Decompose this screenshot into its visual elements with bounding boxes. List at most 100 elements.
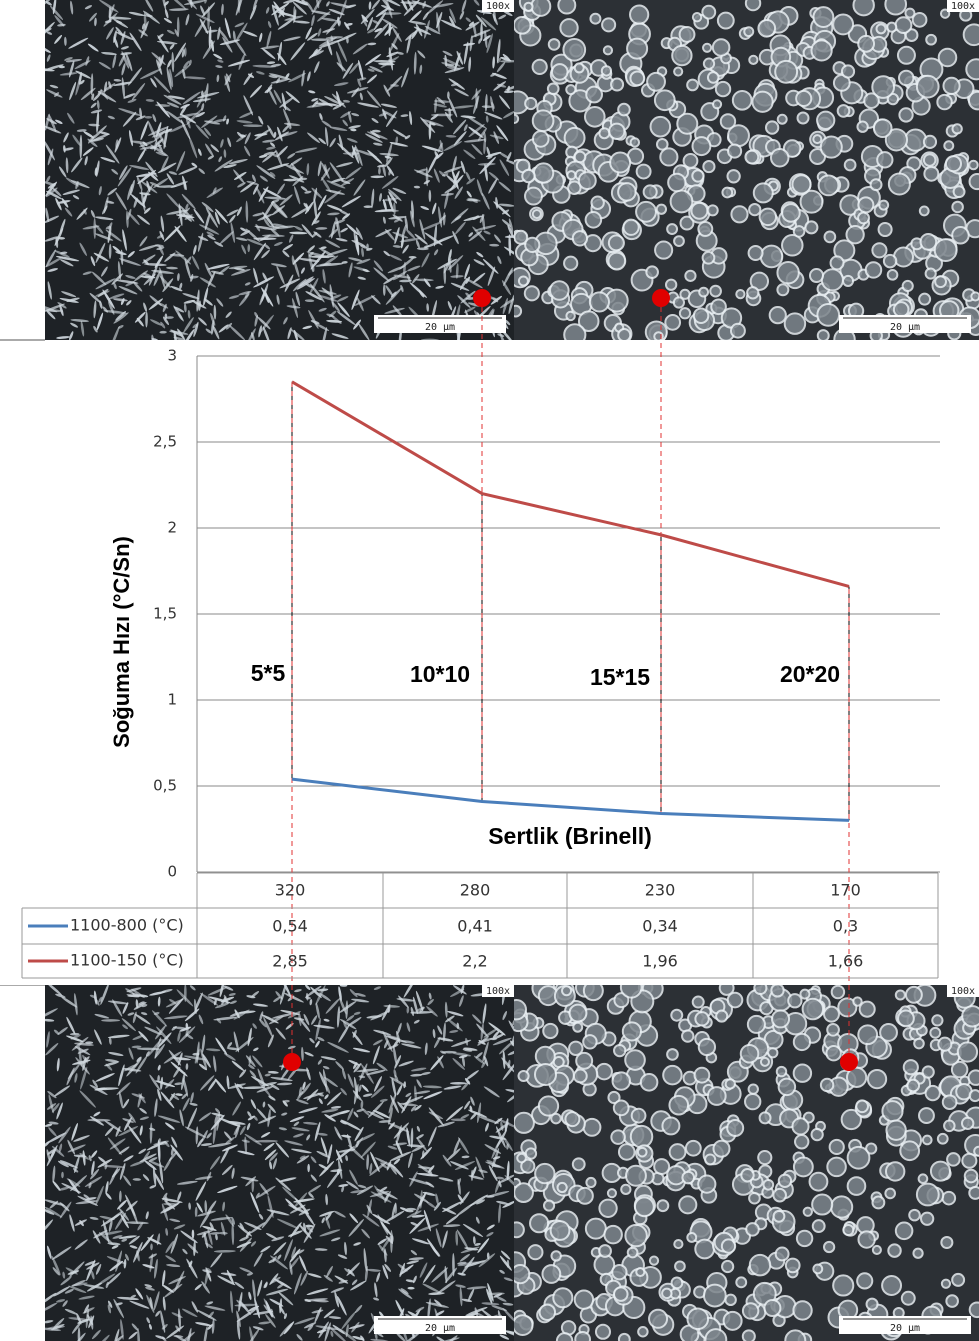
grain xyxy=(947,1153,960,1166)
grain xyxy=(621,1185,630,1194)
grain xyxy=(674,297,684,307)
grain xyxy=(941,1237,952,1248)
grain xyxy=(817,112,834,129)
grain xyxy=(551,1221,570,1240)
grain xyxy=(926,35,936,45)
grain xyxy=(679,1196,696,1213)
grain xyxy=(896,17,912,33)
grain xyxy=(680,308,690,318)
grain xyxy=(969,161,978,170)
grain xyxy=(954,186,965,197)
grain xyxy=(539,1096,558,1115)
grain xyxy=(657,139,668,150)
grain xyxy=(818,330,829,341)
grain xyxy=(599,128,609,138)
grain xyxy=(577,1188,593,1204)
grain xyxy=(872,243,886,257)
grain xyxy=(657,205,666,214)
grain xyxy=(662,1289,671,1298)
grain xyxy=(631,138,639,146)
grain xyxy=(920,207,929,216)
grain xyxy=(646,266,658,278)
grain xyxy=(946,1295,958,1307)
grain xyxy=(970,1302,979,1317)
grain xyxy=(687,1233,696,1242)
grain xyxy=(628,1248,638,1258)
grain xyxy=(917,1184,939,1206)
grain xyxy=(722,188,732,198)
grain xyxy=(935,239,957,261)
grain xyxy=(575,1290,593,1308)
grain xyxy=(736,1277,746,1287)
grain xyxy=(776,1248,789,1261)
scale-label: 20 µm xyxy=(890,1323,920,1334)
grain xyxy=(813,135,821,143)
grain xyxy=(611,1130,625,1144)
grain xyxy=(782,204,800,222)
grain xyxy=(614,1287,628,1301)
grain xyxy=(904,1060,918,1074)
grain xyxy=(590,292,609,311)
grain xyxy=(586,1219,606,1239)
grain xyxy=(623,1022,641,1040)
grain xyxy=(514,17,531,34)
grain xyxy=(817,304,839,326)
grain xyxy=(609,235,624,250)
annotation: 5*5 xyxy=(251,660,286,686)
grain xyxy=(669,1096,688,1115)
grain xyxy=(604,46,612,54)
grain xyxy=(685,271,695,281)
grain xyxy=(819,175,839,195)
table-value: 0,54 xyxy=(272,917,308,936)
grain xyxy=(609,124,624,139)
grain xyxy=(858,1231,874,1247)
grain xyxy=(704,59,714,69)
grain xyxy=(856,1100,868,1112)
grain xyxy=(566,312,574,320)
grain xyxy=(670,1144,686,1160)
grain xyxy=(889,173,910,194)
grain xyxy=(913,1249,922,1258)
grain xyxy=(813,1220,825,1232)
grain xyxy=(924,136,936,148)
grain xyxy=(879,223,892,236)
y-tick-label: 0,5 xyxy=(153,777,177,795)
grain xyxy=(770,307,786,323)
grain xyxy=(974,1147,979,1156)
grain xyxy=(638,1327,647,1336)
grain xyxy=(792,1118,808,1134)
grain xyxy=(682,1030,693,1041)
marker-dot xyxy=(840,1053,858,1071)
marker-dot xyxy=(473,289,491,307)
grain xyxy=(877,24,886,33)
grain xyxy=(966,59,979,79)
grain xyxy=(857,122,867,132)
grain xyxy=(699,1039,715,1055)
grain xyxy=(519,276,528,285)
grain xyxy=(674,236,684,246)
table-value: 0,3 xyxy=(833,917,858,936)
grain xyxy=(557,1333,572,1341)
grain xyxy=(667,224,677,234)
grain xyxy=(680,27,695,42)
grain xyxy=(636,1268,644,1276)
grain xyxy=(917,76,939,98)
grain xyxy=(924,167,938,181)
grain xyxy=(583,1035,596,1048)
grain xyxy=(733,91,752,110)
grain xyxy=(667,1049,678,1060)
grain xyxy=(708,205,718,215)
x-axis-label: Sertlik (Brinell) xyxy=(488,823,652,849)
grain xyxy=(519,1071,529,1081)
grain xyxy=(857,1273,872,1288)
grain xyxy=(832,986,844,998)
grain xyxy=(630,5,648,23)
grain xyxy=(145,116,152,119)
grain xyxy=(794,1157,813,1176)
grain xyxy=(692,170,703,181)
grain xyxy=(962,1154,976,1168)
grain xyxy=(745,151,758,164)
grain xyxy=(569,1005,586,1022)
grain xyxy=(830,1140,844,1154)
grain xyxy=(965,1170,978,1183)
